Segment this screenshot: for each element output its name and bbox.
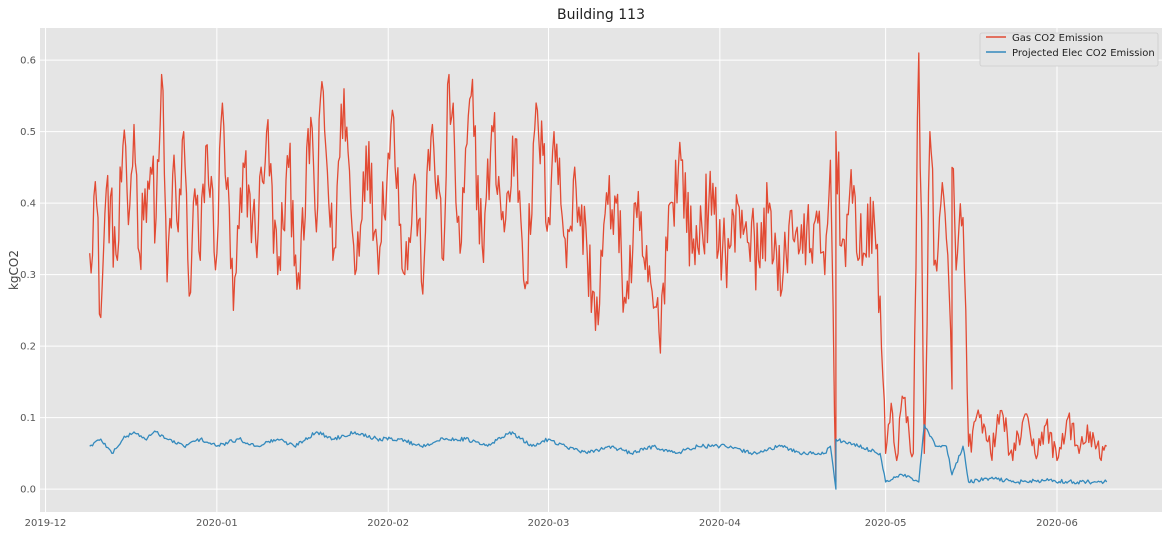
legend-label-elec: Projected Elec CO2 Emission [1012,48,1155,59]
x-tick-label: 2020-03 [528,518,570,529]
legend-label-gas: Gas CO2 Emission [1012,33,1103,44]
x-tick-label: 2020-04 [699,518,741,529]
y-tick-label: 0.4 [20,199,36,210]
series-line-elec [89,424,1108,490]
y-tick-label: 0.0 [20,485,36,496]
y-axis-label: kgCO2 [7,250,21,290]
y-tick-label: 0.5 [20,127,36,138]
y-tick-label: 0.2 [20,342,36,353]
grid-lines [40,28,1162,512]
x-tick-label: 2020-06 [1036,518,1078,529]
axis-ticks: 0.0 0.1 0.2 0.3 0.4 0.5 0.6 2019-12 2020-01 2020-… [20,56,1078,529]
series-lines [89,52,1108,490]
x-tick-label: 2020-02 [367,518,409,529]
x-tick-label: 2019-12 [25,518,67,529]
x-tick-label: 2020-05 [865,518,907,529]
series-line-gas [89,52,1108,483]
legend-box [979,32,1159,67]
y-tick-label: 0.6 [20,56,36,67]
x-tick-label: 2020-01 [196,518,238,529]
y-tick-label: 0.1 [20,413,36,424]
legend: Gas CO2 Emission Projected Elec CO2 Emis… [979,32,1159,67]
chart-title: Building 113 [557,7,645,23]
y-tick-label: 0.3 [20,270,36,281]
